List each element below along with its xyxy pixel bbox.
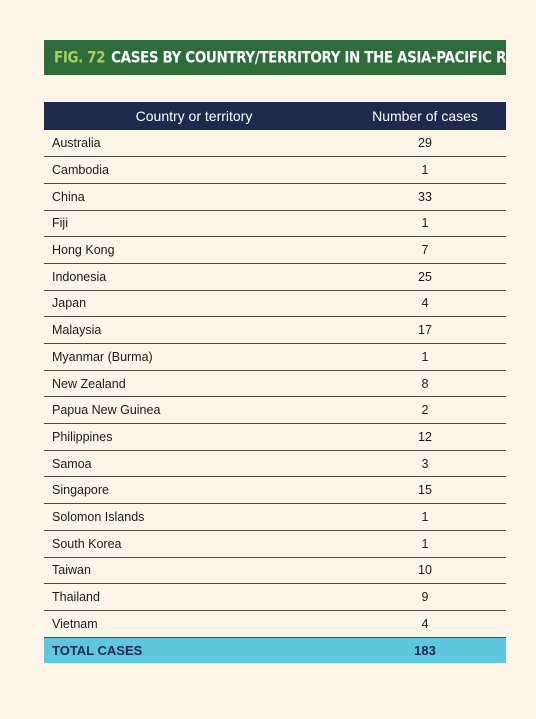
cases-cell: 17: [344, 316, 506, 344]
table-row: Myanmar (Burma) 1: [44, 343, 506, 371]
country-cell: Japan: [44, 290, 344, 318]
cases-cell: 2: [344, 396, 506, 425]
figure-number: FIG. 72: [54, 48, 106, 67]
figure-title: CASES BY COUNTRY/TERRITORY IN THE ASIA-P…: [111, 48, 506, 67]
country-cell: Cambodia: [44, 156, 344, 184]
table-row: Singapore 15: [44, 476, 506, 505]
total-label: TOTAL CASES: [52, 642, 143, 658]
cases-cell: 4: [344, 290, 506, 318]
table-row: Malaysia 17: [44, 316, 506, 344]
cases-cell: 8: [344, 370, 506, 398]
header-row: Country or territory Number of cases: [44, 102, 506, 130]
table-row: Australia 29: [44, 130, 506, 158]
table-row: Fiji 1: [44, 210, 506, 238]
country-cell: Myanmar (Burma): [44, 343, 344, 371]
table-row: Philippines 12: [44, 423, 506, 451]
table-row: Taiwan 10: [44, 557, 506, 585]
cases-cell: 29: [344, 130, 506, 158]
table-row: South Korea 1: [44, 530, 506, 558]
country-cell: Solomon Islands: [44, 503, 344, 531]
table-row: Indonesia 25: [44, 263, 506, 291]
cases-cell: 9: [344, 583, 506, 611]
table-row: China 33: [44, 183, 506, 211]
figure-banner: FIG. 72 CASES BY COUNTRY/TERRITORY IN TH…: [44, 40, 506, 75]
table-row: Papua New Guinea 2: [44, 396, 506, 425]
cases-cell: 1: [344, 343, 506, 371]
table-body: Australia 29 Cambodia 1 China 33 Fiji 1 Hong Kon…: [44, 130, 506, 664]
table-row: Hong Kong 7: [44, 236, 506, 264]
total-row: TOTAL CASES 183: [44, 637, 506, 664]
column-header-cases: Number of cases: [372, 108, 478, 124]
table-row: Thailand 9: [44, 583, 506, 611]
cases-cell: 3: [344, 450, 506, 478]
table-row: Japan 4: [44, 290, 506, 318]
cases-cell: 4: [344, 610, 506, 638]
cases-table: Country or territory Number of cases Aus…: [44, 102, 506, 664]
country-cell: Fiji: [44, 210, 344, 238]
table-row: Samoa 3: [44, 450, 506, 478]
cases-cell: 15: [344, 476, 506, 505]
country-cell: Malaysia: [44, 316, 344, 344]
table-row: New Zealand 8: [44, 370, 506, 398]
country-cell: Indonesia: [44, 263, 344, 291]
country-cell: South Korea: [44, 530, 344, 558]
column-header-country: Country or territory: [135, 108, 253, 124]
country-cell: Singapore: [44, 476, 344, 505]
country-cell: China: [44, 183, 344, 211]
cases-cell: 25: [344, 263, 506, 291]
country-cell: Hong Kong: [44, 236, 344, 264]
cases-cell: 33: [344, 183, 506, 211]
cases-cell: 12: [344, 423, 506, 451]
country-cell: Samoa: [44, 450, 344, 478]
country-cell: Taiwan: [44, 557, 344, 585]
cases-cell: 7: [344, 236, 506, 264]
cases-cell: 1: [344, 530, 506, 558]
country-cell: Australia: [44, 130, 344, 158]
country-cell: Vietnam: [44, 610, 344, 638]
cases-cell: 1: [344, 503, 506, 531]
country-cell: New Zealand: [44, 370, 344, 398]
table-row: Solomon Islands 1: [44, 503, 506, 531]
total-cases-value: 183: [414, 642, 436, 658]
table-row: Vietnam 4: [44, 610, 506, 638]
cases-cell: 1: [344, 156, 506, 184]
table-header: Country or territory Number of cases: [44, 102, 506, 130]
country-cell: Thailand: [44, 583, 344, 611]
country-cell: Philippines: [44, 423, 344, 451]
table-row: Cambodia 1: [44, 156, 506, 184]
cases-cell: 1: [344, 210, 506, 238]
cases-cell: 10: [344, 557, 506, 585]
country-cell: Papua New Guinea: [44, 396, 344, 425]
